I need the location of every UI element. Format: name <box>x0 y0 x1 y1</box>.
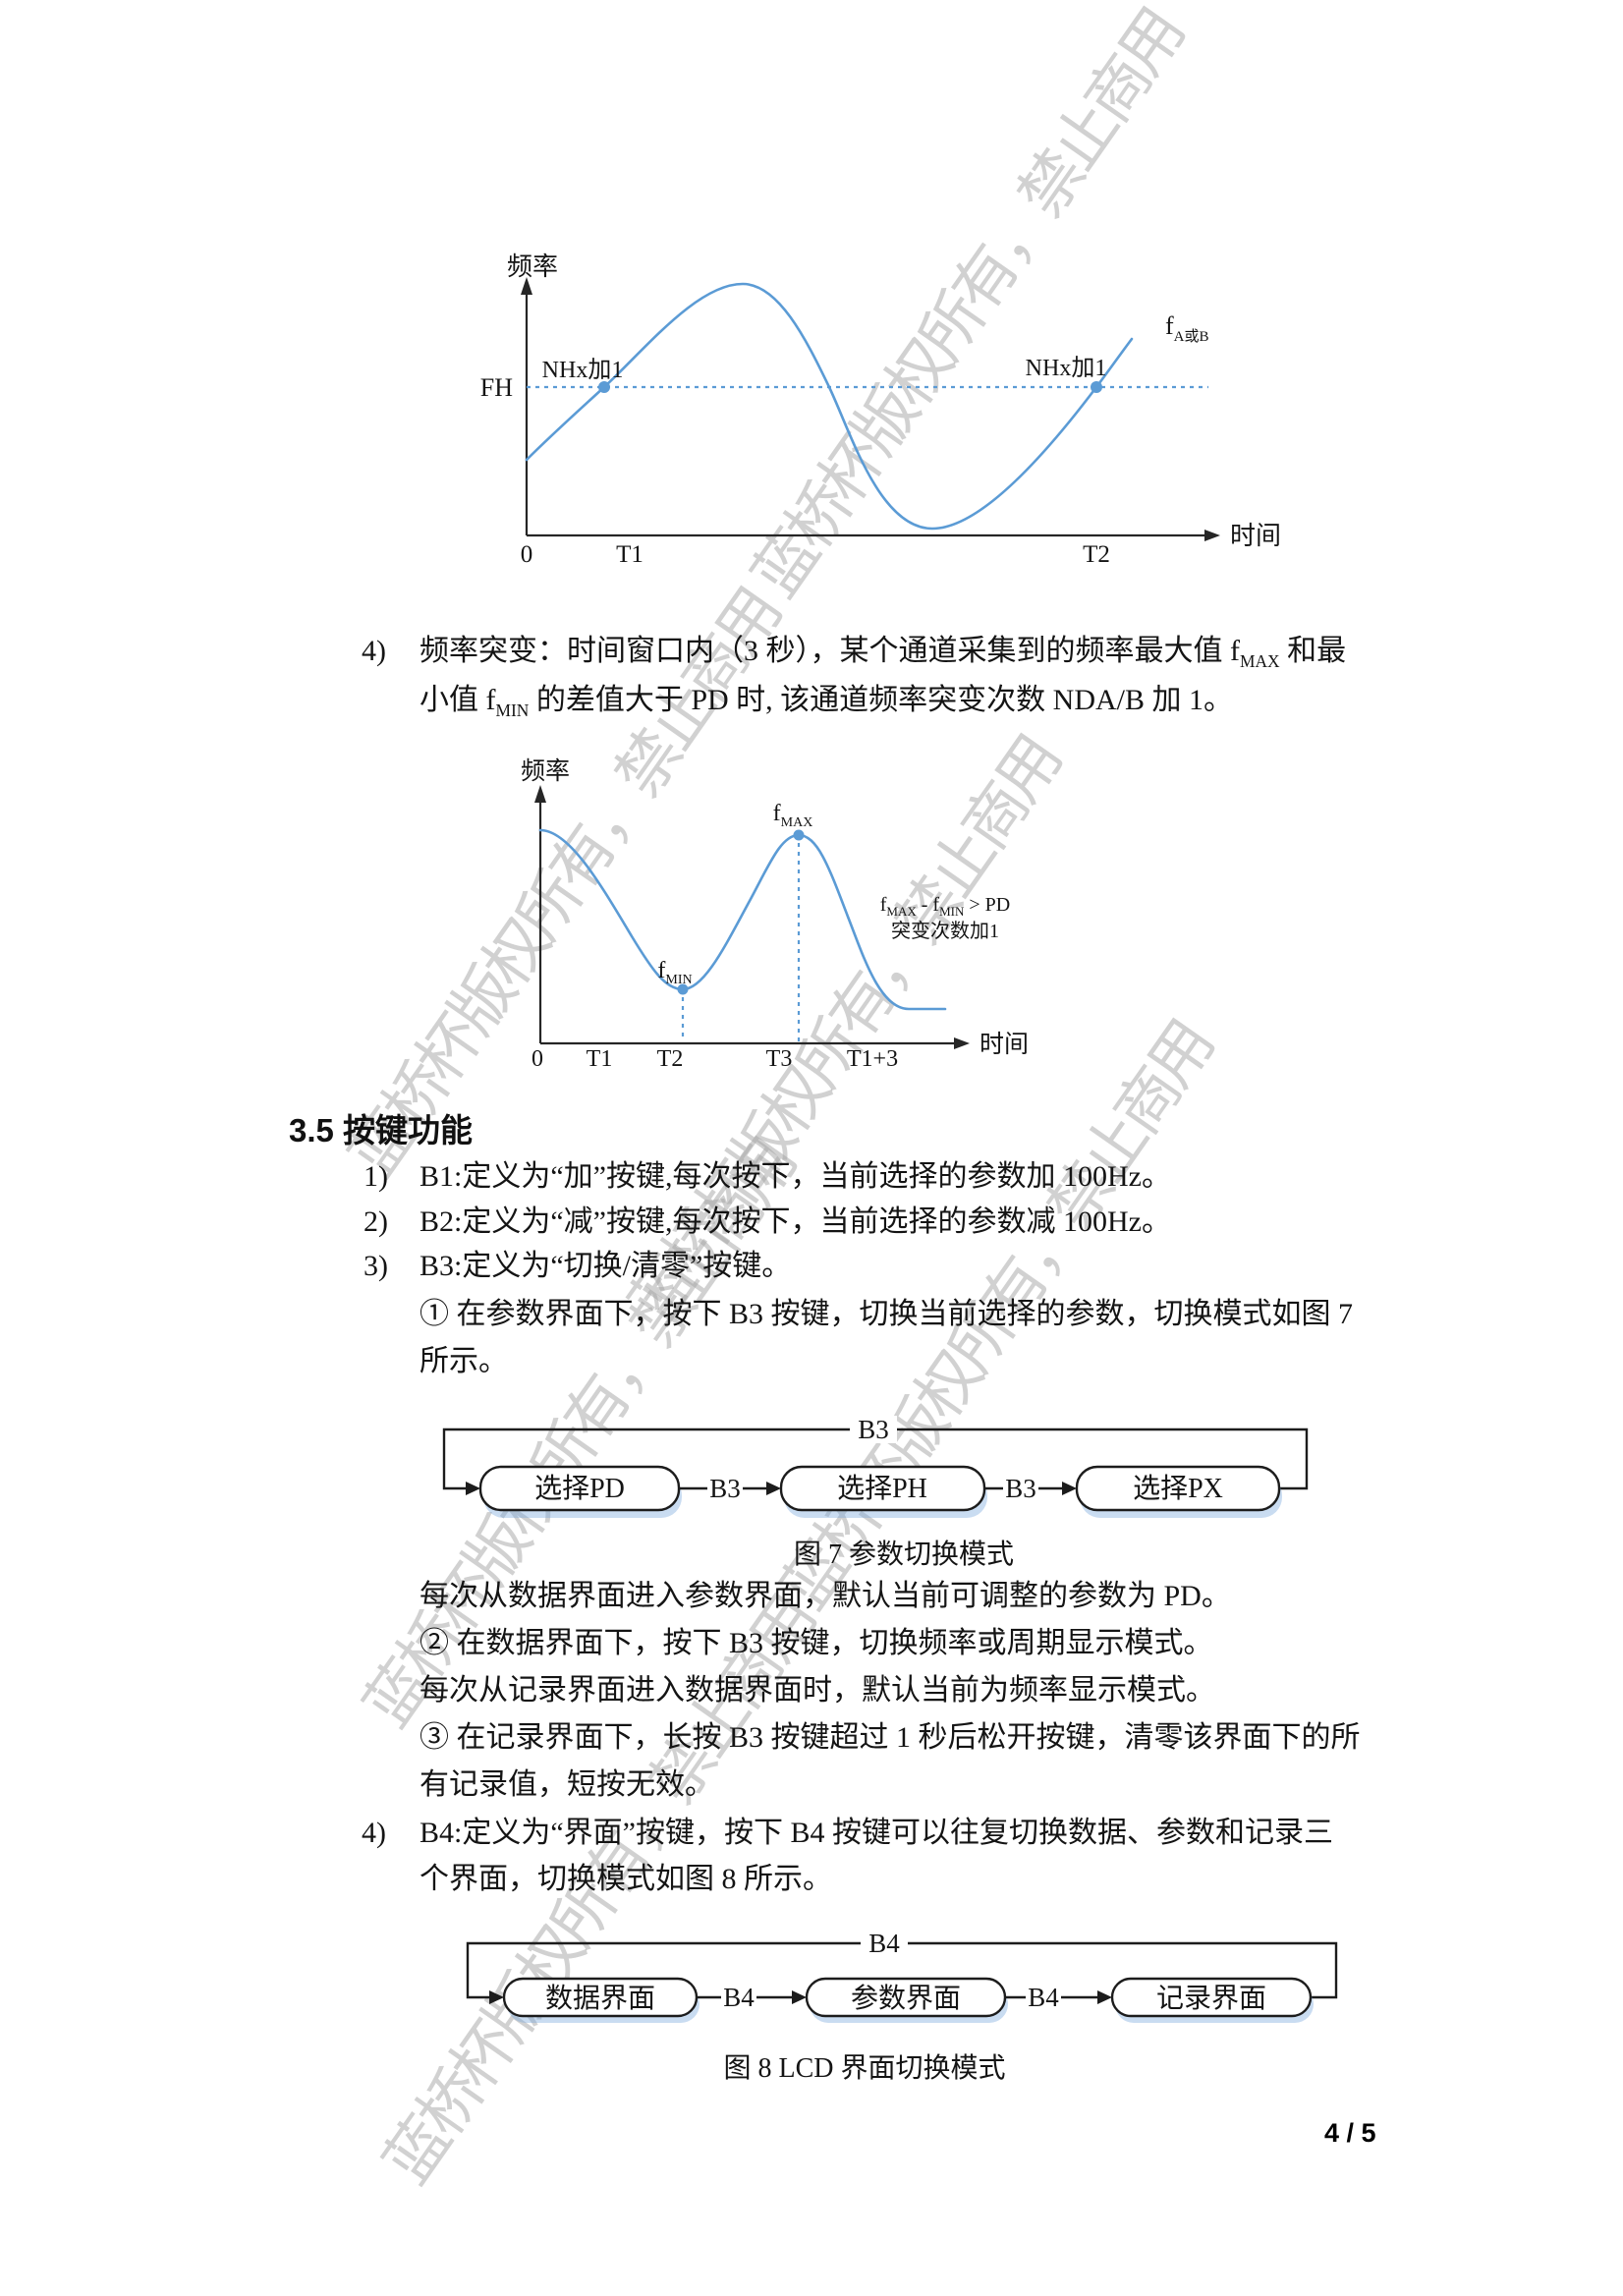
fmin-point <box>677 983 689 995</box>
list-item: B2:定义为“减”按键,每次按下，当前选择的参数减 100Hz。 <box>420 1205 1171 1238</box>
tick-0: 0 <box>532 1046 543 1072</box>
text-run: 小值 f <box>420 684 496 716</box>
tick-t1: T1 <box>616 541 644 568</box>
crossing-point-1 <box>598 381 610 393</box>
figure-mutation-chart: 频率 时间 fMIN fMAX fMAX - fMIN > PD 突变次数加1 … <box>521 757 1029 1072</box>
state-box-param-label: 参数界面 <box>851 1983 961 2014</box>
fmin-label: fMIN <box>657 958 692 987</box>
paragraph-line: ② 在数据界面下，按下 B3 按键，切换频率或周期显示模式。 <box>420 1627 1213 1659</box>
loop-label: B3 <box>858 1415 889 1444</box>
paragraph-line: 有记录值，短按无效。 <box>420 1768 714 1801</box>
list-item-continuation: 个界面，切换模式如图 8 所示。 <box>420 1863 832 1895</box>
link-label: B3 <box>709 1474 741 1503</box>
section-heading: 3.5 按键功能 <box>289 1112 474 1148</box>
link-arrow-icon <box>792 1990 807 2004</box>
list-item: B3:定义为“切换/清零”按键。 <box>420 1250 792 1282</box>
tick-t1: T1 <box>587 1046 613 1072</box>
link-arrow-icon <box>766 1482 781 1495</box>
y-axis-label: 频率 <box>507 252 558 281</box>
link-arrow-icon <box>1097 1990 1112 2004</box>
label-mask <box>850 1416 897 1443</box>
subscript: MIN <box>495 700 530 720</box>
text-run: 的差值大于 PD 时, 该通道频率突变次数 NDA/B 加 1。 <box>529 684 1234 716</box>
link-label: B4 <box>723 1983 755 2012</box>
state-box-px-label: 选择PX <box>1133 1473 1223 1504</box>
figure7-caption: 图 7 参数切换模式 <box>793 1540 1014 1570</box>
list-marker: 4) <box>362 635 386 667</box>
text-run: 和最 <box>1279 635 1347 667</box>
figure7-diagram: B3 选择PD 选择PH 选择PX B3 B3 <box>442 1415 1309 1518</box>
tick-t2: T2 <box>657 1046 684 1072</box>
fmax-point <box>793 829 805 841</box>
state-box-ph-label: 选择PH <box>837 1473 927 1504</box>
text-run: 频率突变：时间窗口内（3 秒），某个通道采集到的频率最大值 f <box>420 635 1240 667</box>
figure8-caption: 图 8 LCD 界面切换模式 <box>723 2053 1006 2084</box>
annotation-line2: 突变次数加1 <box>891 920 999 942</box>
page-number: 4 / 5 <box>1324 2118 1376 2148</box>
loop-arrow-icon <box>489 1990 504 2004</box>
list-marker: 4) <box>362 1817 386 1849</box>
sub-item-line: ① 在参数界面下，按下 B3 按键，切换当前选择的参数，切换模式如图 7 <box>420 1298 1354 1330</box>
paragraph-line: 每次从数据界面进入参数界面，默认当前可调整的参数为 PD。 <box>420 1580 1231 1612</box>
x-axis-label: 时间 <box>979 1031 1029 1058</box>
paragraph-line: 每次从记录界面进入数据界面时，默认当前为频率显示模式。 <box>420 1674 1215 1707</box>
event-label-1: NHx加1 <box>542 357 624 383</box>
frequency-curve <box>525 282 1134 531</box>
fmax-label: fMAX <box>773 801 813 830</box>
sub-item-line: 所示。 <box>420 1345 508 1377</box>
paragraph-line: ③ 在记录界面下，长按 B3 按键超过 1 秒后松开按键，清零该界面下的所 <box>420 1721 1361 1754</box>
paragraph-line: 小值 fMIN 的差值大于 PD 时, 该通道频率突变次数 NDA/B 加 1。 <box>420 684 1234 720</box>
state-box-record-label: 记录界面 <box>1156 1984 1266 2014</box>
x-axis-arrow-icon <box>954 1037 970 1049</box>
link-label: B3 <box>1005 1474 1036 1503</box>
tick-t1p3: T1+3 <box>847 1046 898 1072</box>
list-marker: 3) <box>364 1250 388 1282</box>
paragraph-line: 频率突变：时间窗口内（3 秒），某个通道采集到的频率最大值 fMAX 和最 <box>420 635 1347 671</box>
state-box-data-label: 数据界面 <box>545 1983 655 2014</box>
loop-label: B4 <box>868 1929 900 1958</box>
list-marker: 2) <box>364 1205 388 1238</box>
tick-0: 0 <box>521 541 533 568</box>
y-axis-label: 频率 <box>521 757 570 785</box>
crossing-point-2 <box>1091 381 1102 393</box>
threshold-label: FH <box>480 373 513 402</box>
frequency-curve <box>538 828 947 1011</box>
link-label: B4 <box>1028 1983 1059 2012</box>
figure-fh-chart: 频率 时间 FH NHx加1 NHx加1 fA或B 0 T1 T2 <box>480 252 1281 568</box>
label-mask <box>861 1930 908 1956</box>
tick-t2: T2 <box>1083 541 1110 568</box>
link-arrow-icon <box>1062 1482 1077 1495</box>
list-marker: 1) <box>364 1160 388 1193</box>
list-item: B1:定义为“加”按键,每次按下，当前选择的参数加 100Hz。 <box>420 1160 1171 1193</box>
tick-t3: T3 <box>766 1046 793 1072</box>
annotation-line1: fMAX - fMIN > PD <box>880 894 1010 919</box>
y-axis-arrow-icon <box>534 785 546 803</box>
event-label-2: NHx加1 <box>1026 355 1107 381</box>
list-item: B4:定义为“界面”按键，按下 B4 按键可以往复切换数据、参数和记录三 <box>420 1817 1333 1849</box>
figure8-diagram: B4 数据界面 参数界面 记录界面 B4 B4 <box>466 1929 1338 2023</box>
x-axis-label: 时间 <box>1230 522 1281 550</box>
subscript: MAX <box>1240 651 1280 671</box>
curve-name-label: fA或B <box>1165 311 1209 345</box>
y-axis-arrow-icon <box>521 277 532 295</box>
loop-arrow-icon <box>466 1482 480 1495</box>
state-box-pd-label: 选择PD <box>534 1473 625 1504</box>
x-axis-arrow-icon <box>1204 530 1220 541</box>
